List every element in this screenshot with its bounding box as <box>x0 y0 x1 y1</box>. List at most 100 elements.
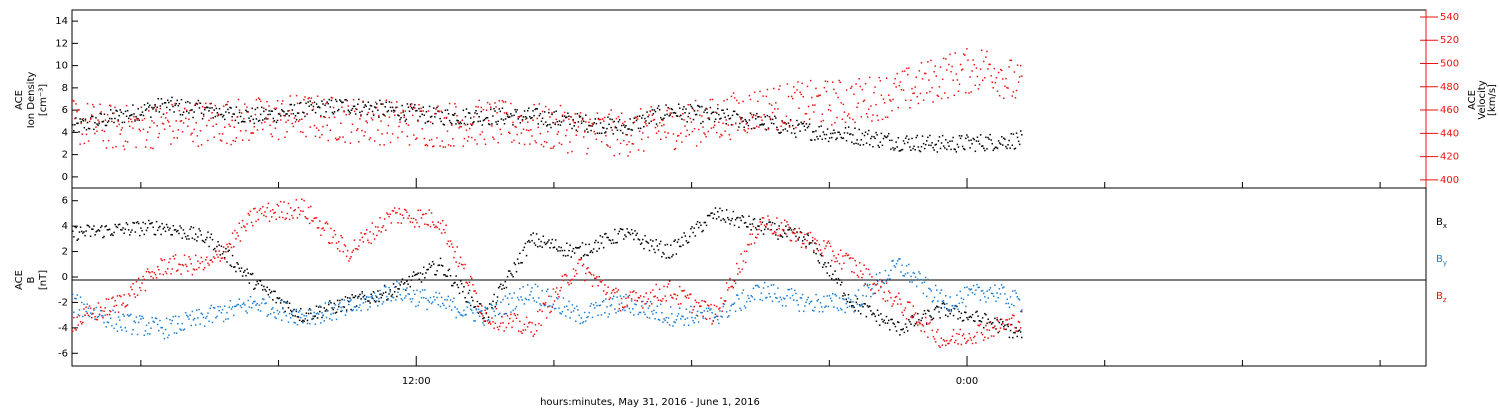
bx-point <box>663 253 665 255</box>
density-point <box>267 113 269 116</box>
bx-point <box>372 291 375 293</box>
bz-point <box>806 239 808 242</box>
bx-point <box>459 280 462 282</box>
density-point <box>182 111 185 113</box>
density-point <box>661 118 663 121</box>
bx-point <box>589 251 592 254</box>
velocity-point <box>96 130 98 132</box>
bx-point <box>511 274 513 276</box>
bx-point <box>276 297 279 299</box>
bx-point <box>883 319 885 322</box>
by-point <box>835 295 837 297</box>
bz-point <box>173 257 176 260</box>
bx-point <box>264 288 266 291</box>
density-point <box>88 127 91 130</box>
velocity-point <box>511 141 513 143</box>
bx-point <box>887 319 890 322</box>
density-point <box>918 149 921 152</box>
density-point <box>273 119 276 122</box>
bz-point <box>841 268 843 270</box>
bz-point <box>701 299 703 302</box>
density-point <box>238 111 241 114</box>
velocity-point <box>483 138 486 141</box>
bz-point <box>485 311 488 314</box>
density-point <box>365 105 367 108</box>
velocity-point <box>812 104 814 106</box>
bx-point <box>229 264 232 266</box>
bz-point <box>82 321 84 324</box>
density-point <box>928 144 930 146</box>
by-point <box>179 328 181 330</box>
density-point <box>821 138 824 141</box>
density-point <box>643 125 645 128</box>
bx-point <box>188 238 190 240</box>
velocity-point <box>845 89 848 91</box>
bx-point <box>407 283 409 285</box>
velocity-point <box>324 116 326 119</box>
bx-point <box>87 224 90 227</box>
bx-point <box>458 292 461 295</box>
density-point <box>834 132 836 134</box>
bx-point <box>873 313 875 315</box>
bottom-left-tick-label: 4 <box>62 221 68 232</box>
velocity-point <box>504 101 507 103</box>
density-point <box>135 115 137 118</box>
bx-point <box>936 305 938 308</box>
by-point <box>414 293 416 296</box>
density-point <box>641 117 643 119</box>
density-point <box>730 124 733 126</box>
velocity-point <box>469 123 472 125</box>
bx-point <box>97 229 100 231</box>
velocity-point <box>826 80 829 83</box>
by-point <box>950 310 953 313</box>
bz-point <box>141 282 143 284</box>
bz-point <box>780 222 783 224</box>
bx-point <box>943 303 946 305</box>
bz-point <box>486 320 489 322</box>
by-point <box>76 294 78 296</box>
bz-point <box>585 272 587 275</box>
velocity-point <box>910 99 912 102</box>
density-point <box>391 106 394 109</box>
bx-point <box>644 234 646 237</box>
velocity-point <box>797 81 799 83</box>
by-point <box>478 315 481 317</box>
density-point <box>852 134 854 136</box>
bz-point <box>649 291 652 294</box>
bz-point <box>610 292 613 294</box>
velocity-point <box>141 119 144 122</box>
by-point <box>190 324 192 327</box>
bx-point <box>683 232 685 234</box>
velocity-point <box>876 114 878 117</box>
density-point <box>129 115 131 117</box>
bz-point <box>332 236 334 238</box>
bz-point <box>401 214 404 217</box>
bz-point <box>828 242 831 244</box>
bz-point <box>760 223 763 226</box>
bz-point <box>910 316 912 318</box>
velocity-point <box>346 99 348 102</box>
by-point <box>770 284 773 286</box>
velocity-point <box>317 129 320 132</box>
by-point <box>155 317 158 320</box>
density-point <box>411 108 414 110</box>
by-point <box>201 313 204 316</box>
bz-point <box>738 267 740 270</box>
density-point <box>473 121 475 123</box>
bx-point <box>353 296 356 299</box>
bx-point <box>838 279 841 281</box>
by-point <box>361 292 363 295</box>
density-point <box>719 118 721 120</box>
by-point <box>553 307 556 310</box>
bx-point <box>762 233 765 235</box>
bz-point <box>344 245 347 247</box>
velocity-point <box>374 101 377 104</box>
density-point <box>150 116 152 118</box>
velocity-point <box>672 133 675 135</box>
velocity-point <box>248 139 250 142</box>
density-point <box>283 110 285 113</box>
bx-point <box>870 310 872 312</box>
bx-point <box>852 305 854 307</box>
density-point <box>358 98 360 101</box>
by-point <box>436 296 438 299</box>
